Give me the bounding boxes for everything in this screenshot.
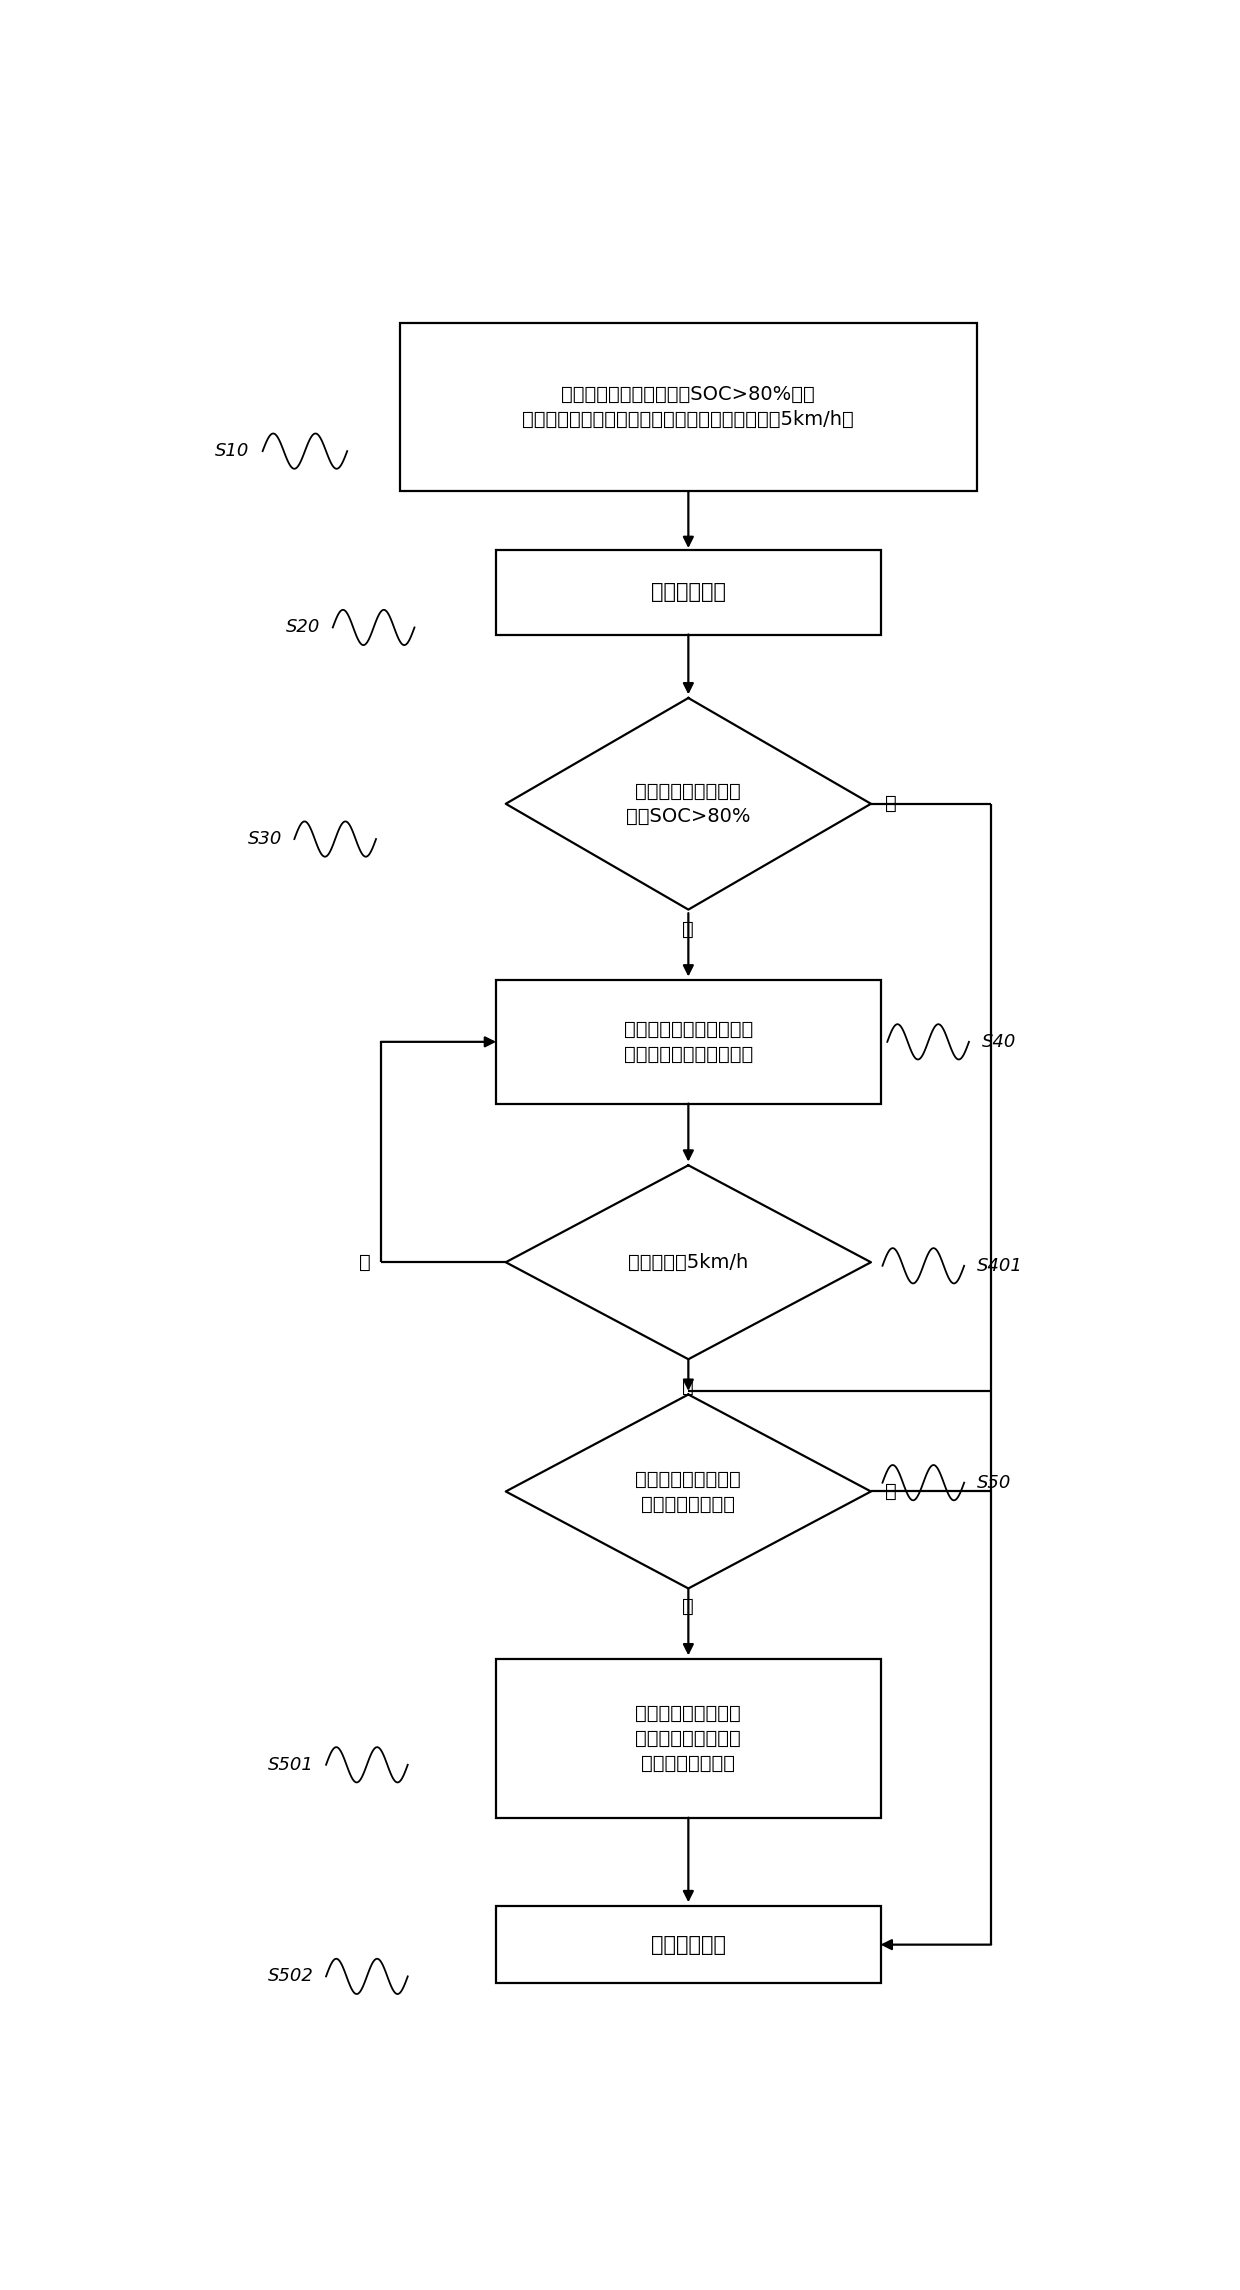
Text: 是: 是 xyxy=(682,921,694,939)
Text: S40: S40 xyxy=(982,1033,1016,1051)
Text: S501: S501 xyxy=(268,1756,314,1775)
Text: 否: 否 xyxy=(360,1253,371,1271)
Bar xyxy=(496,550,880,634)
Text: 否: 否 xyxy=(885,1482,897,1500)
Text: S30: S30 xyxy=(248,829,281,847)
Text: 设定电池的高容量范围（SOC>80%）、
发动机的熄火转速值、怠速保持时间、预定车速（5km/h）: 设定电池的高容量范围（SOC>80%）、 发动机的熄火转速值、怠速保持时间、预定… xyxy=(522,385,854,428)
Text: 车速降低至5km/h: 车速降低至5km/h xyxy=(629,1253,749,1271)
Text: 不执行熄火指令，使发动
机与离合器保持结合状态: 不执行熄火指令，使发动 机与离合器保持结合状态 xyxy=(624,1019,753,1065)
Text: 收到熄火指令: 收到熄火指令 xyxy=(651,582,725,602)
Bar xyxy=(496,980,880,1104)
Text: 当前处于减速工况；
且，SOC>80%: 当前处于减速工况； 且，SOC>80% xyxy=(626,781,750,827)
Text: 是: 是 xyxy=(682,1598,694,1617)
Text: S50: S50 xyxy=(977,1475,1011,1491)
Text: S10: S10 xyxy=(215,442,249,460)
Text: 分离离合器以使发动
机保持怠速状态，并
维持怠速保持时间: 分离离合器以使发动 机保持怠速状态，并 维持怠速保持时间 xyxy=(635,1704,742,1772)
Bar xyxy=(401,323,977,490)
Bar xyxy=(496,1658,880,1818)
Text: S401: S401 xyxy=(977,1257,1023,1276)
Text: 否: 否 xyxy=(885,795,897,813)
Text: S20: S20 xyxy=(286,618,320,637)
Text: 执行熄火指令: 执行熄火指令 xyxy=(651,1935,725,1956)
Text: S502: S502 xyxy=(268,1967,314,1985)
Bar xyxy=(496,1905,880,1983)
Text: 是: 是 xyxy=(682,1376,694,1397)
Text: 发动机的当前转速是
否大于熄火转速值: 发动机的当前转速是 否大于熄火转速值 xyxy=(635,1470,742,1514)
